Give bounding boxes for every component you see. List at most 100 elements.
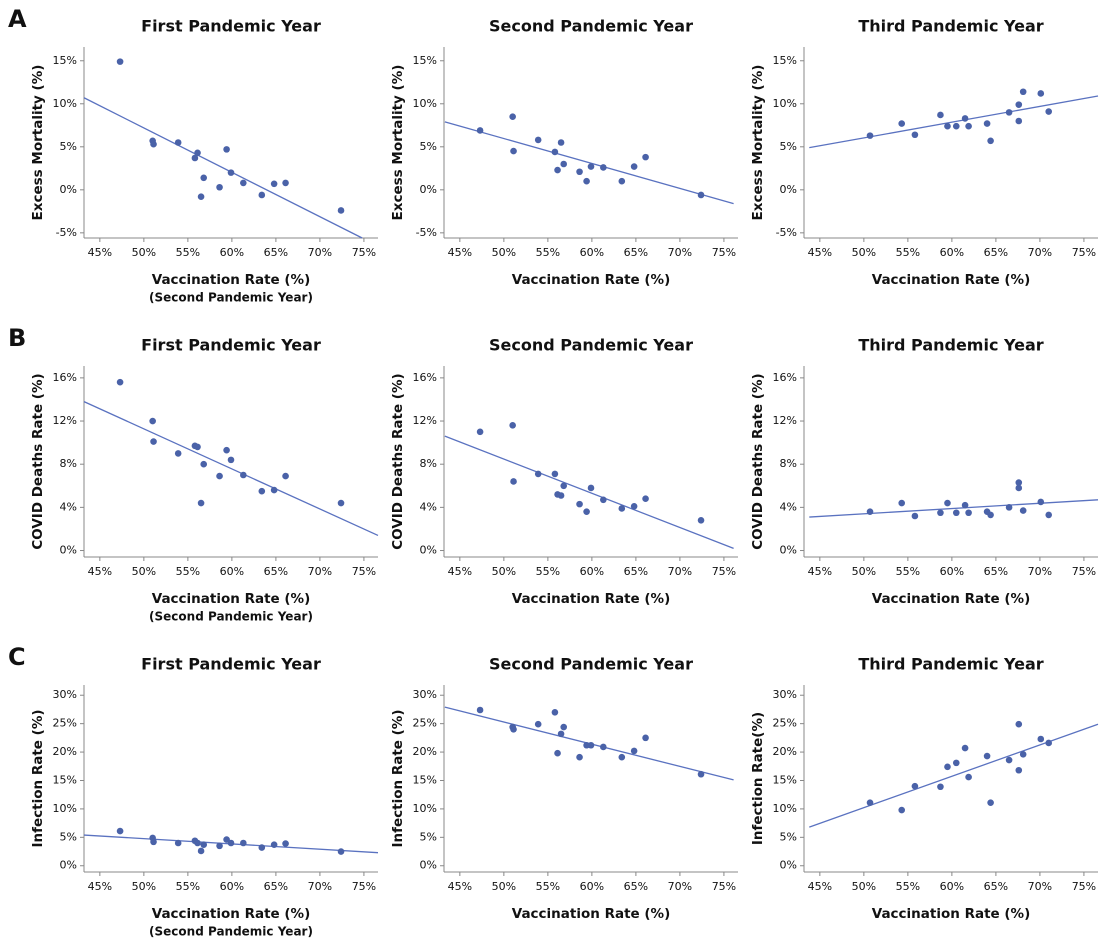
y-tick-label: 8%: [420, 457, 437, 470]
y-tick-label: 12%: [773, 414, 797, 427]
point: [197, 193, 205, 201]
point: [983, 752, 991, 760]
point: [987, 137, 994, 145]
point: [1037, 735, 1045, 743]
x-tick-label: 75%: [1072, 880, 1096, 893]
point: [200, 841, 208, 849]
point: [216, 183, 223, 191]
x-tick-label: 55%: [176, 565, 200, 578]
point: [961, 744, 969, 752]
y-tick-label: 4%: [420, 500, 437, 513]
point: [282, 179, 289, 187]
x-tick-label: 65%: [624, 246, 648, 259]
point: [965, 122, 972, 130]
point: [200, 174, 208, 182]
point: [258, 844, 266, 851]
x-tick-label: 60%: [940, 880, 964, 893]
x-tick-label: 75%: [712, 565, 736, 578]
point: [116, 58, 124, 65]
y-tick-label: 0%: [780, 859, 797, 872]
y-tick-label: 10%: [413, 802, 437, 815]
y-tick-label: 16%: [413, 371, 437, 384]
point: [618, 753, 626, 761]
point: [1015, 117, 1023, 125]
point: [587, 484, 595, 492]
x-tick-label: 65%: [264, 880, 288, 893]
y-tick-label: 5%: [780, 140, 797, 153]
x-tick-label: 65%: [264, 565, 288, 578]
x-axis-title: Vaccination Rate (%): [872, 272, 1031, 288]
y-tick-label: -5%: [416, 226, 437, 239]
point: [961, 115, 969, 122]
x-axis-title: Vaccination Rate (%): [512, 906, 671, 922]
x-axis-title: Vaccination Rate (%): [872, 591, 1031, 607]
point: [1037, 498, 1045, 506]
point: [576, 168, 583, 176]
point: [194, 149, 201, 157]
y-tick-label: -5%: [56, 226, 77, 239]
point: [216, 472, 223, 480]
point: [194, 839, 201, 847]
point: [898, 806, 906, 814]
point: [1037, 90, 1045, 97]
x-tick-label: 70%: [308, 246, 332, 259]
point: [952, 759, 960, 767]
y-tick-label: 20%: [773, 745, 797, 758]
point: [1015, 766, 1023, 774]
x-tick-label: 75%: [712, 880, 736, 893]
point: [534, 470, 542, 478]
chart-title: First Pandemic Year: [141, 655, 321, 674]
point: [116, 827, 124, 835]
y-axis-title: COVID Deaths Rate (%): [390, 373, 406, 549]
y-tick-label: 0%: [60, 859, 77, 872]
x-tick-label: 60%: [940, 565, 964, 578]
x-tick-label: 65%: [624, 565, 648, 578]
point: [227, 169, 235, 176]
fit-line: [444, 435, 734, 549]
chart-title: Second Pandemic Year: [489, 17, 693, 36]
point: [554, 749, 561, 757]
point: [987, 511, 994, 519]
y-tick-label: 0%: [60, 183, 77, 196]
y-axis-title: Excess Mortality (%): [30, 65, 46, 221]
x-tick-label: 60%: [580, 880, 604, 893]
chart-title: Second Pandemic Year: [489, 336, 693, 355]
point: [937, 509, 944, 517]
x-tick-label: 75%: [352, 246, 376, 259]
y-tick-label: 0%: [780, 183, 797, 196]
point: [911, 512, 919, 520]
y-tick-label: 30%: [53, 688, 77, 701]
x-tick-label: 60%: [220, 565, 244, 578]
x-tick-label: 70%: [668, 880, 692, 893]
chart-title: First Pandemic Year: [141, 336, 321, 355]
x-tick-label: 50%: [852, 246, 876, 259]
point: [174, 839, 182, 847]
point: [866, 508, 874, 515]
fit-line: [809, 499, 1099, 518]
point: [961, 501, 969, 509]
y-tick-label: 12%: [413, 414, 437, 427]
y-tick-label: 30%: [413, 688, 437, 701]
x-tick-label: 70%: [668, 565, 692, 578]
x-tick-label: 70%: [668, 246, 692, 259]
point: [216, 842, 223, 850]
point: [240, 839, 247, 847]
point: [149, 417, 156, 425]
point: [116, 378, 124, 386]
y-axis-title: Excess Mortality (%): [390, 65, 406, 221]
point: [197, 847, 205, 855]
point: [618, 505, 626, 512]
x-tick-label: 55%: [536, 246, 560, 259]
x-tick-label: 60%: [580, 246, 604, 259]
point: [618, 177, 626, 185]
chart-title: Third Pandemic Year: [858, 17, 1043, 36]
point: [911, 782, 919, 790]
x-tick-label: 50%: [492, 880, 516, 893]
y-tick-label: 10%: [413, 97, 437, 110]
y-axis-title: Excess Mortality (%): [750, 65, 766, 221]
point: [557, 139, 565, 146]
y-tick-label: 10%: [53, 97, 77, 110]
x-tick-label: 50%: [132, 880, 156, 893]
point: [554, 166, 561, 174]
point: [1019, 751, 1027, 758]
